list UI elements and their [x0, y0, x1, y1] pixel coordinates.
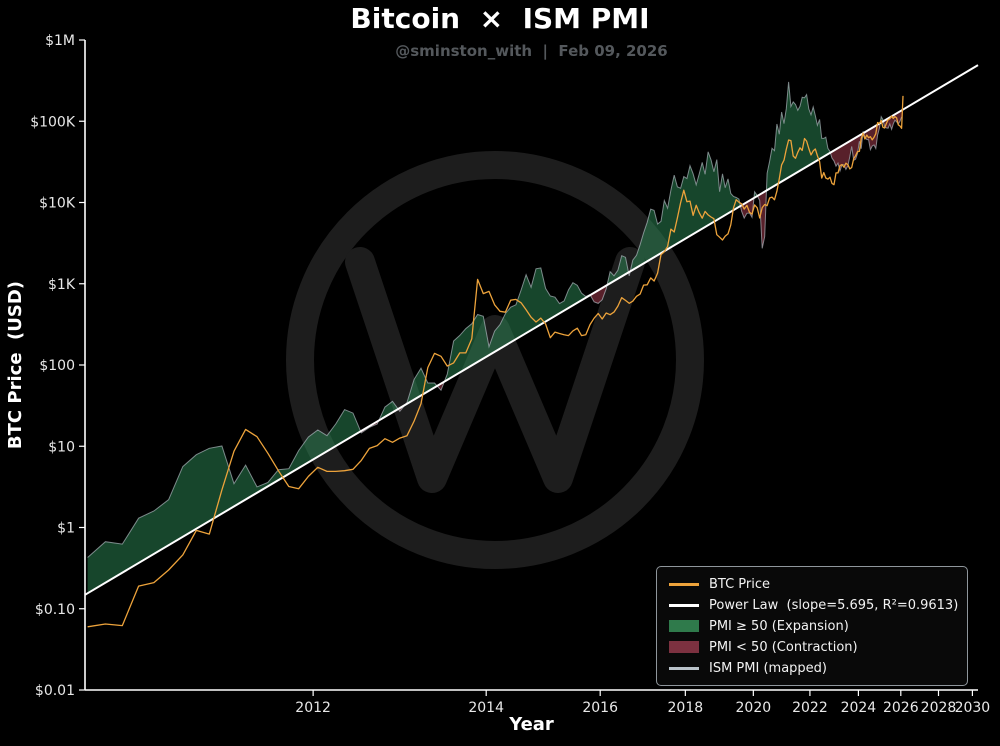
pmi-expansion-swatch	[669, 620, 699, 632]
y-tick-label: $10K	[39, 196, 76, 212]
watermark-ring	[286, 151, 704, 569]
pmi-contraction-area	[883, 110, 902, 130]
chart-title: Bitcoin × ISM PMI	[350, 2, 650, 35]
legend-label: PMI ≥ 50 (Expansion)	[709, 618, 849, 634]
x-tick-label: 2022	[792, 700, 828, 716]
x-tick-label: 2024	[841, 700, 877, 716]
pmi-fill-areas	[87, 81, 902, 594]
y-tick-label: $1K	[48, 277, 76, 293]
x-axis-label: Year	[509, 714, 554, 735]
y-tick-label: $1M	[45, 33, 75, 49]
y-tick-label: $0.10	[35, 602, 75, 618]
y-tick-label: $10	[48, 439, 75, 455]
power-law-line	[84, 64, 979, 596]
chart-series	[84, 64, 979, 628]
tick-labels: $1M $100K $10K $1K $100 $10 $1 $0.10 $0.01 2012 20…	[30, 33, 990, 716]
y-tick-label: $100K	[30, 114, 76, 130]
x-tick-label: 2016	[582, 700, 618, 716]
watermark-logo	[286, 151, 704, 569]
legend-item: PMI < 50 (Contraction)	[669, 639, 955, 655]
x-tick-label: 2014	[468, 700, 504, 716]
legend-item: PMI ≥ 50 (Expansion)	[669, 618, 955, 634]
x-tick-label: 2018	[668, 700, 704, 716]
pmi-expansion-area	[378, 401, 399, 421]
y-tick-label: $100	[39, 358, 75, 374]
ism-pmi-mapped-line	[87, 81, 903, 558]
pmi-expansion-area	[607, 255, 629, 286]
pmi-expansion-area	[630, 151, 741, 272]
pmi-contraction-swatch	[669, 641, 699, 653]
chart-subtitle: @sminston_with | Feb 09, 2026	[395, 42, 668, 60]
x-tick-label: 2012	[295, 700, 331, 716]
legend: BTC Price Power Law (slope=5.695, R²=0.96…	[656, 566, 968, 686]
legend-item: BTC Price	[669, 576, 955, 592]
x-tick-label: 2030	[955, 700, 991, 716]
legend-label: PMI < 50 (Contraction)	[709, 639, 858, 655]
pmi-expansion-area	[405, 368, 438, 405]
pmi-expansion-area	[87, 409, 361, 594]
x-tick-label: 2026	[883, 700, 919, 716]
pmi-contraction-area	[590, 285, 607, 304]
legend-item: Power Law (slope=5.695, R²=0.9613)	[669, 597, 959, 613]
y-tick-label: $1	[57, 521, 75, 537]
legend-item: ISM PMI (mapped)	[669, 660, 955, 676]
btc-price-line	[87, 95, 904, 628]
legend-label: Power Law (slope=5.695, R²=0.9613)	[709, 597, 959, 613]
y-axis-label: BTC Price (USD)	[5, 280, 26, 450]
legend-label: ISM PMI (mapped)	[709, 660, 827, 676]
ism-pmi-swatch	[669, 666, 699, 670]
pmi-expansion-area	[444, 267, 591, 382]
x-tick-label: 2028	[921, 700, 957, 716]
y-tick-label: $0.01	[35, 683, 75, 699]
legend-label: BTC Price	[709, 576, 771, 592]
btc-price-swatch	[669, 582, 699, 586]
x-tick-label: 2020	[736, 700, 772, 716]
power-law-swatch	[669, 603, 699, 607]
pmi-contraction-area	[830, 133, 863, 171]
